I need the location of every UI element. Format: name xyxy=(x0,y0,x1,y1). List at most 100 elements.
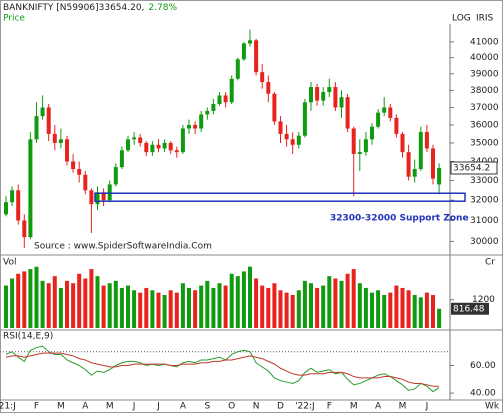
volume-bar xyxy=(260,285,265,328)
candle-body xyxy=(138,137,143,143)
volume-bar xyxy=(266,287,271,328)
volume-bar xyxy=(339,280,344,328)
volume-bar xyxy=(22,271,27,328)
signal-line xyxy=(5,352,440,387)
support-zone xyxy=(94,192,466,202)
volume-marker-box xyxy=(451,302,489,315)
volume-bar xyxy=(10,278,15,328)
candle-body xyxy=(363,139,368,153)
candle-body xyxy=(400,133,405,153)
y-tick-label: 36000 xyxy=(470,120,499,130)
candle-body xyxy=(144,142,149,153)
candle-body xyxy=(223,95,228,103)
volume-bar xyxy=(290,295,295,328)
x-tick-label: S xyxy=(204,402,210,412)
candle-body xyxy=(412,169,417,177)
candle-body xyxy=(272,93,277,122)
x-tick-label: '21:J xyxy=(0,402,16,412)
x-tick-label: M xyxy=(57,402,65,412)
candle-body xyxy=(266,82,271,94)
candle-body xyxy=(278,121,283,134)
y-tick-label: 30000 xyxy=(470,237,499,247)
candle-body xyxy=(248,40,252,44)
candle-body xyxy=(437,167,442,185)
volume-bar xyxy=(223,285,228,328)
candle-body xyxy=(71,161,76,170)
x-tick-label: A xyxy=(375,402,382,412)
candle-body xyxy=(357,152,362,154)
volume-bar xyxy=(296,290,301,328)
chart-title: BANKNIFTY [N59906]33654.20, 2.78% xyxy=(3,3,177,13)
volume-bar xyxy=(126,285,130,328)
candle-body xyxy=(431,148,435,179)
volume-bar xyxy=(302,280,307,328)
volume-bar xyxy=(28,269,33,328)
candle-body xyxy=(333,87,338,108)
candle-body xyxy=(180,128,185,153)
volume-bar xyxy=(272,283,277,328)
candle-body xyxy=(418,132,423,170)
volume-bar xyxy=(58,287,63,328)
candle-body xyxy=(302,102,307,136)
volume-bar xyxy=(52,276,57,328)
candle-body xyxy=(89,190,94,205)
volume-bar xyxy=(351,269,356,328)
volume-unit: Cr xyxy=(485,258,495,268)
volume-bar xyxy=(278,290,283,328)
tool-label: IRIS xyxy=(476,14,494,24)
volume-bar xyxy=(16,273,21,328)
y-tick-label: 32000 xyxy=(470,196,499,206)
candle-body xyxy=(107,184,112,201)
rsi-tick-label: 60.00 xyxy=(470,361,496,371)
volume-bar xyxy=(132,290,137,328)
candle-body xyxy=(345,97,350,129)
volume-bar xyxy=(46,283,51,328)
volume-bar xyxy=(77,273,82,328)
rsi-tick-label: 40.00 xyxy=(470,389,496,399)
change: 2.78% xyxy=(148,3,177,13)
x-tick-label: D xyxy=(277,402,284,412)
candle-body xyxy=(199,114,204,129)
y-tick-label: 38000 xyxy=(470,86,499,96)
volume-bar xyxy=(34,266,39,328)
y-tick-label: 37000 xyxy=(470,103,499,113)
volume-bar xyxy=(357,283,362,328)
volume-bar xyxy=(193,290,198,328)
rsi-label: RSI(14,E,9) xyxy=(3,332,53,342)
volume-bar xyxy=(363,287,368,328)
volume-bar xyxy=(187,287,191,328)
volume-bar xyxy=(388,292,393,328)
volume-bar xyxy=(394,285,399,328)
x-unit: Wk xyxy=(485,402,500,412)
volume-bar xyxy=(321,285,326,328)
y-tick-label: 41000 xyxy=(470,37,499,47)
volume-bar xyxy=(150,290,155,328)
candle-body xyxy=(309,87,313,103)
candle-body xyxy=(388,107,393,118)
volume-bar xyxy=(235,276,240,328)
x-tick-label: N xyxy=(253,402,260,412)
volume-bar xyxy=(144,287,149,328)
volume-bar xyxy=(113,280,118,328)
candle-body xyxy=(119,150,124,168)
x-tick-label: M xyxy=(106,402,114,412)
candle-body xyxy=(16,190,21,221)
candle-body xyxy=(4,202,8,215)
candle-body xyxy=(406,152,411,177)
candle-body xyxy=(65,139,69,162)
candle-body xyxy=(229,78,234,103)
candle-body xyxy=(290,139,295,145)
volume-bar xyxy=(162,295,167,328)
rsi-line xyxy=(5,345,440,393)
candle-body xyxy=(113,167,118,185)
y-tick-label: 40000 xyxy=(470,53,499,63)
x-tick-label: O xyxy=(228,402,235,412)
title: BANKNIFTY [N59906]33654.20, xyxy=(3,3,144,13)
candle-body xyxy=(168,142,173,151)
volume-bar xyxy=(400,287,405,328)
candle-body xyxy=(40,107,45,117)
candle-body xyxy=(424,132,429,149)
volume-bar xyxy=(345,273,350,328)
candle-body xyxy=(235,59,240,79)
